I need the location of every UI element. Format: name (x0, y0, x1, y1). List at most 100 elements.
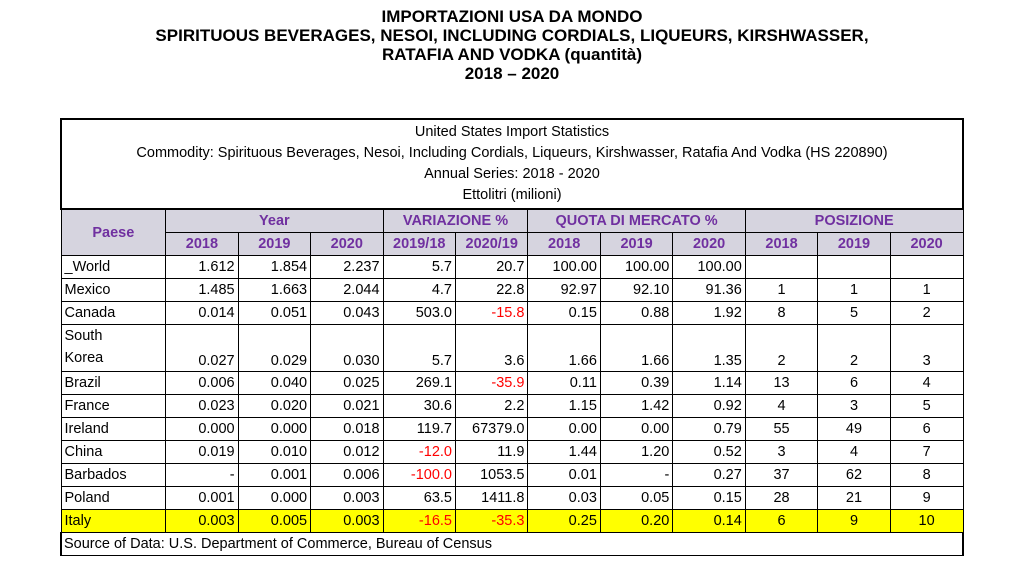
cell-q2018: 0.15 (527, 301, 601, 325)
cell-y2020: 0.003 (310, 509, 384, 533)
cell-paese: Italy (60, 509, 167, 533)
header-year-2020: 2020 (310, 232, 384, 256)
cell-q2018: 0.01 (527, 463, 601, 487)
cell-p2019: 2 (817, 324, 891, 372)
cell-y2018: - (165, 463, 239, 487)
cell-p2019: 4 (817, 440, 891, 464)
header-quota-2019: 2019 (599, 232, 674, 256)
header-year: Year (165, 208, 384, 233)
table-row: _World 1.612 1.854 2.237 5.7 20.7 100.00 100.00… (60, 255, 964, 279)
cell-paese-line-1: South (64, 328, 103, 344)
header-pos-2020: 2020 (889, 232, 964, 256)
cell-v1918: -100.0 (382, 463, 456, 487)
cell-q2018: 100.00 (527, 255, 601, 279)
cell-q2020: 0.27 (672, 463, 746, 487)
cell-p2018 (744, 255, 819, 279)
info-box: United States Import Statistics Commodit… (60, 118, 964, 210)
cell-y2018: 0.019 (165, 440, 239, 464)
cell-p2020: 4 (889, 371, 964, 395)
cell-y2019: 0.001 (237, 463, 312, 487)
header-pos-2018: 2018 (744, 232, 819, 256)
header-quota: QUOTA DI MERCATO % (527, 208, 746, 233)
cell-p2018: 37 (744, 463, 819, 487)
table-row: China 0.019 0.010 0.012 -12.0 11.9 1.44 1.20 0.5… (60, 440, 964, 464)
cell-p2019: 5 (817, 301, 891, 325)
cell-q2019: 100.00 (599, 255, 674, 279)
cell-q2020: 0.79 (672, 417, 746, 441)
table-row: Ireland 0.000 0.000 0.018 119.7 67379.0 0.00 0.… (60, 417, 964, 441)
cell-y2018: 0.000 (165, 417, 239, 441)
cell-y2018: 1.485 (165, 278, 239, 302)
cell-paese: Poland (60, 486, 167, 510)
table-row: Canada 0.014 0.051 0.043 503.0 -15.8 0.15 0.88 1… (60, 301, 964, 325)
cell-y2020: 0.043 (310, 301, 384, 325)
cell-q2019: 1.20 (599, 440, 674, 464)
cell-p2019: 62 (817, 463, 891, 487)
cell-paese: Canada (60, 301, 167, 325)
cell-q2018: 1.15 (527, 394, 601, 418)
cell-p2018: 3 (744, 440, 819, 464)
cell-v1918: 269.1 (382, 371, 456, 395)
header-quota-2018: 2018 (527, 232, 601, 256)
cell-v1918: -12.0 (382, 440, 456, 464)
cell-v2019: -35.3 (454, 509, 529, 533)
cell-y2020: 2.237 (310, 255, 384, 279)
cell-q2020: 0.52 (672, 440, 746, 464)
header-var-2020-19: 2020/19 (454, 232, 529, 256)
cell-v1918: -16.5 (382, 509, 456, 533)
cell-p2019: 6 (817, 371, 891, 395)
cell-q2019: 1.42 (599, 394, 674, 418)
table-row: Brazil 0.006 0.040 0.025 269.1 -35.9 0.11 0.39 1… (60, 371, 964, 395)
cell-p2018: 4 (744, 394, 819, 418)
cell-p2018: 1 (744, 278, 819, 302)
cell-v2019: 20.7 (454, 255, 529, 279)
cell-v2019: -35.9 (454, 371, 529, 395)
table-body: _World 1.612 1.854 2.237 5.7 20.7 100.00 100.00… (60, 255, 964, 533)
table-row: South Korea 0.027 0.029 0.030 5.7 3.6 1.66 1.66 1… (60, 324, 964, 372)
info-line-4: Ettolitri (milioni) (462, 187, 562, 203)
cell-y2019: 0.010 (237, 440, 312, 464)
cell-p2020: 6 (889, 417, 964, 441)
cell-v1918: 119.7 (382, 417, 456, 441)
cell-q2018: 92.97 (527, 278, 601, 302)
header-year-2018: 2018 (165, 232, 239, 256)
cell-v2019: 3.6 (454, 324, 529, 372)
cell-p2018: 8 (744, 301, 819, 325)
cell-v1918: 5.7 (382, 324, 456, 372)
cell-y2018: 0.006 (165, 371, 239, 395)
header-quota-2020: 2020 (672, 232, 746, 256)
title-line-1: IMPORTAZIONI USA DA MONDO (381, 7, 643, 26)
cell-y2019: 0.020 (237, 394, 312, 418)
cell-y2020: 0.003 (310, 486, 384, 510)
cell-q2020: 0.15 (672, 486, 746, 510)
cell-q2020: 100.00 (672, 255, 746, 279)
cell-y2019: 1.663 (237, 278, 312, 302)
cell-q2020: 91.36 (672, 278, 746, 302)
cell-p2020: 5 (889, 394, 964, 418)
cell-v2019: 1053.5 (454, 463, 529, 487)
cell-paese-line-2: Korea (64, 350, 104, 366)
cell-p2018: 2 (744, 324, 819, 372)
cell-p2019: 9 (817, 509, 891, 533)
table-row: France 0.023 0.020 0.021 30.6 2.2 1.15 1.42 0.92… (60, 394, 964, 418)
cell-paese: Ireland (60, 417, 167, 441)
cell-q2018: 0.00 (527, 417, 601, 441)
cell-p2019: 49 (817, 417, 891, 441)
cell-p2020: 1 (889, 278, 964, 302)
cell-p2019: 3 (817, 394, 891, 418)
cell-p2020: 10 (889, 509, 964, 533)
cell-paese: South Korea (60, 324, 167, 372)
cell-y2018: 0.014 (165, 301, 239, 325)
cell-q2020: 1.92 (672, 301, 746, 325)
cell-q2018: 1.44 (527, 440, 601, 464)
cell-paese: Mexico (60, 278, 167, 302)
cell-q2019: 0.39 (599, 371, 674, 395)
cell-y2019: 0.000 (237, 486, 312, 510)
cell-q2019: 92.10 (599, 278, 674, 302)
cell-y2018: 0.027 (165, 324, 239, 372)
cell-p2019 (817, 255, 891, 279)
table-row: Poland 0.001 0.000 0.003 63.5 1411.8 0.03 0.05 0… (60, 486, 964, 510)
cell-paese: Barbados (60, 463, 167, 487)
cell-y2020: 0.030 (310, 324, 384, 372)
cell-q2019: 0.00 (599, 417, 674, 441)
